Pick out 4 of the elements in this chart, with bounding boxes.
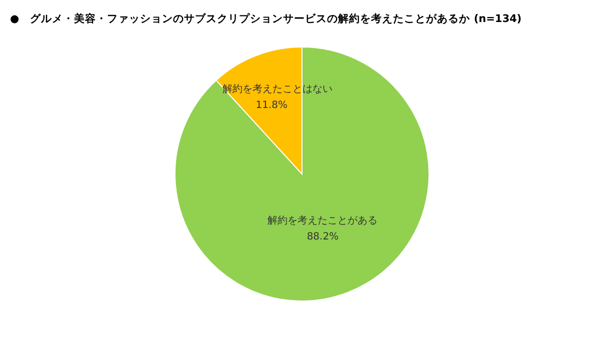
data-label: 11.8%: [256, 100, 288, 111]
chart-title: ● グルメ・美容・ファッションのサブスクリプションサービスの解約を考えたことがあるか (n=134): [10, 12, 522, 25]
data-label: 88.2%: [306, 231, 339, 242]
slice-label: 解約を考えたことがある: [268, 214, 378, 226]
